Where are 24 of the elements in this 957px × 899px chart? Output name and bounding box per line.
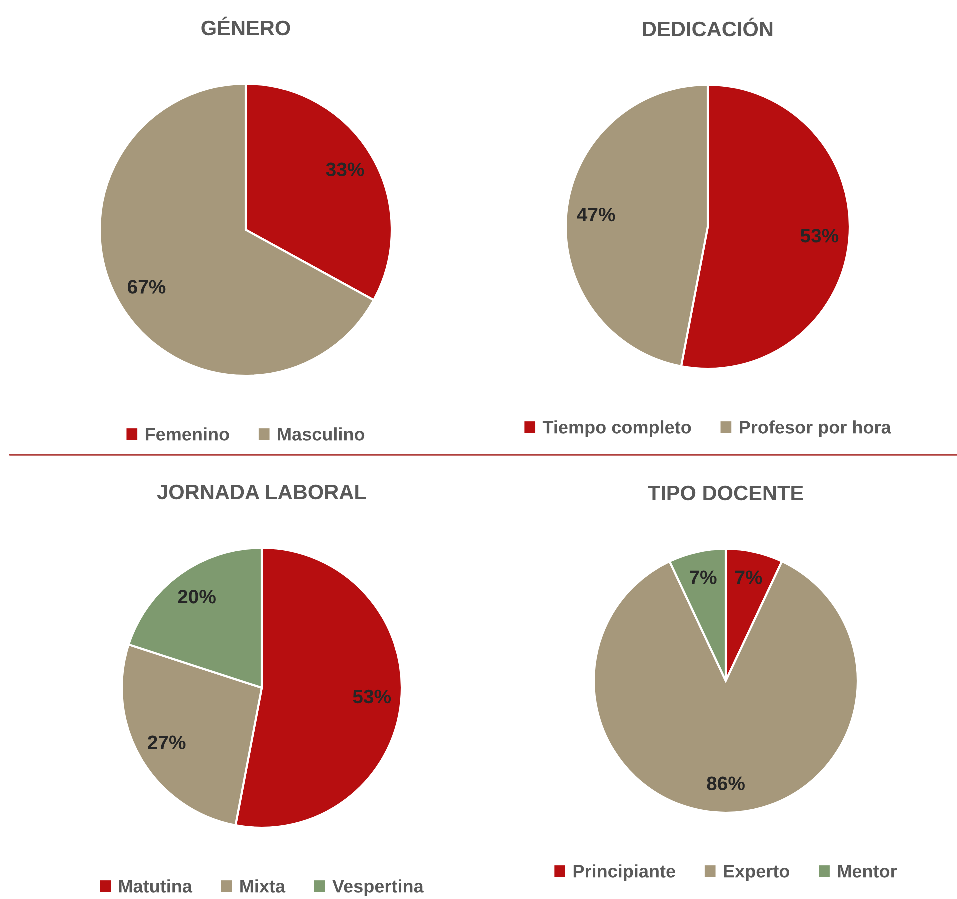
legend-label: Mixta [240, 880, 286, 893]
data-label: 7% [690, 570, 717, 584]
chart-title: DEDICACIÓN [643, 18, 773, 37]
legend-label: Femenino [146, 428, 230, 441]
chart-title: TIPO DOCENTE [648, 486, 804, 501]
data-label: 53% [800, 229, 839, 243]
legend-label: Experto [724, 865, 790, 882]
data-label: 33% [326, 162, 364, 177]
legend-label: Vespertina [332, 880, 424, 896]
data-label: 47% [577, 208, 616, 222]
data-label: 20% [178, 590, 216, 604]
data-label: 53% [353, 690, 392, 704]
legend-label: Profesor por hora [740, 420, 892, 438]
legend-label: Mentor [838, 865, 898, 878]
legend-label: Masculino [278, 428, 365, 441]
legend-label: Matutina [119, 880, 193, 893]
data-label: 7% [736, 570, 762, 584]
chart-title: JORNADA LABORAL [157, 484, 366, 500]
data-label: 67% [128, 280, 166, 294]
legend-label: Tiempo completo [542, 420, 692, 438]
chart-title: GÉNERO [202, 16, 290, 36]
data-label: 27% [148, 736, 186, 750]
data-label: 86% [707, 776, 745, 790]
legend-label: Principiante [574, 864, 676, 882]
